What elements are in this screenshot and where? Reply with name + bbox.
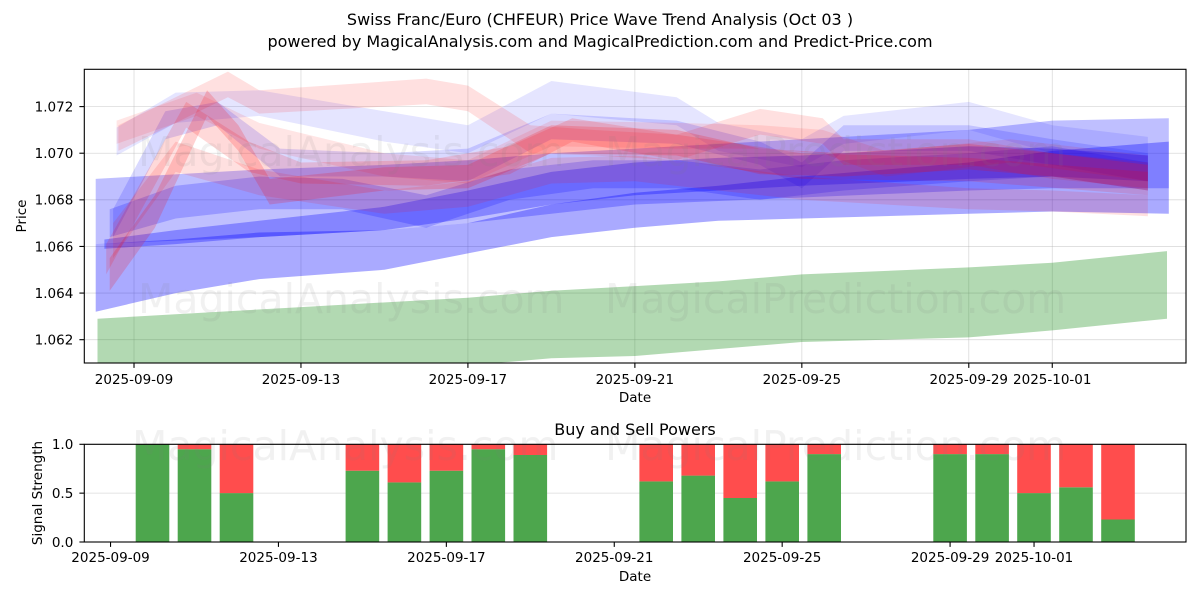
y-axis-label: Price (14, 200, 30, 233)
blue-wave-band (109, 146, 1148, 238)
y-tick-label: 1.072 (35, 99, 74, 115)
watermark: MagicalAnalysis.com (132, 422, 559, 470)
blue-wave-band (104, 146, 1148, 249)
figure-title: Swiss Franc/Euro (CHFEUR) Price Wave Tre… (347, 10, 853, 29)
forecast-band (97, 251, 1167, 364)
x-tick-label: 2025-09-29 (930, 372, 1008, 388)
x-tick-label: 2025-10-01 (995, 550, 1073, 566)
sell-bar (807, 444, 841, 455)
sell-bar (471, 444, 506, 450)
blue-wave-band (95, 118, 1169, 245)
x-tick-label: 2025-09-25 (763, 372, 841, 388)
watermarks: MagicalAnalysis.com MagicalPrediction.co… (138, 128, 1066, 323)
y-tick-label: 1.066 (35, 239, 74, 255)
blue-wave-band (116, 81, 1148, 168)
sell-bar (177, 444, 212, 450)
y-tick-label: 1.070 (35, 146, 74, 162)
buy-bar (639, 481, 673, 542)
signal-bars (135, 444, 1135, 542)
watermark: MagicalPrediction.com (605, 422, 1066, 470)
red-wave-band (116, 92, 1148, 184)
x-tick-label: 2025-09-13 (239, 550, 317, 566)
watermark: MagicalPrediction.com (605, 275, 1066, 323)
buy-bar (1101, 519, 1135, 542)
sell-bar (1059, 444, 1093, 488)
x-tick-label: 2025-09-09 (95, 372, 173, 388)
x-tick-label: 2025-09-29 (911, 550, 989, 566)
y-tick-label: 1.062 (35, 333, 74, 349)
red-wave-band (109, 90, 1148, 291)
watermark: MagicalAnalysis.com (138, 128, 565, 176)
red-wave-band (113, 141, 1148, 259)
buy-bar (723, 498, 757, 542)
wave-bands (95, 71, 1169, 364)
axis-ticks: 2025-09-09 2025-09-13 2025-09-17 2025-09-21… (52, 437, 1073, 566)
x-tick-label: 2025-10-01 (1013, 372, 1091, 388)
buy-bar (429, 470, 464, 542)
y-tick-label: 1.0 (52, 437, 73, 453)
y-tick-label: 1.068 (35, 193, 74, 209)
x-tick-label: 2025-09-17 (429, 372, 507, 388)
axis-ticks: 2025-09-09 2025-09-13 2025-09-17 2025-09-21… (35, 99, 1092, 388)
red-wave-band (106, 101, 1148, 275)
blue-wave-band (95, 141, 1169, 312)
buy-bar (1017, 493, 1051, 542)
figure-subtitle: powered by MagicalAnalysis.com and Magic… (267, 32, 932, 51)
sell-bar (681, 444, 715, 476)
buy-bar (681, 475, 715, 542)
chart-title: Buy and Sell Powers (554, 420, 716, 439)
buy-bar (135, 444, 170, 542)
watermark: MagicalAnalysis.com (138, 275, 565, 323)
sell-bar (429, 444, 464, 471)
sell-bar (1017, 444, 1051, 494)
buy-bar (387, 482, 422, 542)
sell-bar (1101, 444, 1135, 520)
price-wave-chart: MagicalAnalysis.com MagicalPrediction.co… (14, 68, 1187, 406)
watermarks: MagicalAnalysis.com MagicalPrediction.co… (132, 422, 1066, 470)
sell-bar (765, 444, 799, 482)
sell-bar (345, 444, 380, 471)
x-tick-label: 2025-09-25 (743, 550, 821, 566)
y-tick-label: 1.064 (35, 286, 74, 302)
x-tick-label: 2025-09-21 (596, 372, 674, 388)
buy-bar (471, 449, 506, 542)
buy-bar (177, 449, 212, 542)
buy-sell-chart: Buy and Sell Powers MagicalAnalysis.com … (30, 420, 1187, 585)
sell-bar (387, 444, 422, 483)
x-tick-label: 2025-09-21 (575, 550, 653, 566)
buy-bar (933, 454, 967, 542)
buy-bar (219, 493, 254, 542)
y-axis-label: Signal Strength (30, 441, 46, 545)
red-wave-band (118, 71, 1148, 189)
sell-bar (933, 444, 967, 455)
buy-bar (765, 481, 799, 542)
y-tick-label: 0.5 (52, 486, 73, 502)
x-tick-label: 2025-09-17 (407, 550, 485, 566)
sell-bar (513, 444, 548, 455)
x-axis-label: Date (619, 569, 651, 585)
x-tick-label: 2025-09-09 (71, 550, 149, 566)
grid-lines (84, 69, 1186, 363)
y-tick-label: 0.0 (52, 535, 73, 551)
sell-bar (639, 444, 673, 482)
watermark: MagicalPrediction.com (605, 128, 1066, 176)
buy-bar (975, 454, 1009, 542)
sell-bar (219, 444, 254, 494)
x-axis-label: Date (619, 390, 651, 406)
blue-wave-band (113, 101, 1148, 238)
buy-bar (807, 454, 841, 542)
sell-bar (975, 444, 1009, 455)
x-tick-label: 2025-09-13 (262, 372, 340, 388)
buy-bar (513, 455, 548, 542)
buy-bar (345, 470, 380, 542)
sell-bar (723, 444, 757, 498)
buy-bar (1059, 487, 1093, 542)
